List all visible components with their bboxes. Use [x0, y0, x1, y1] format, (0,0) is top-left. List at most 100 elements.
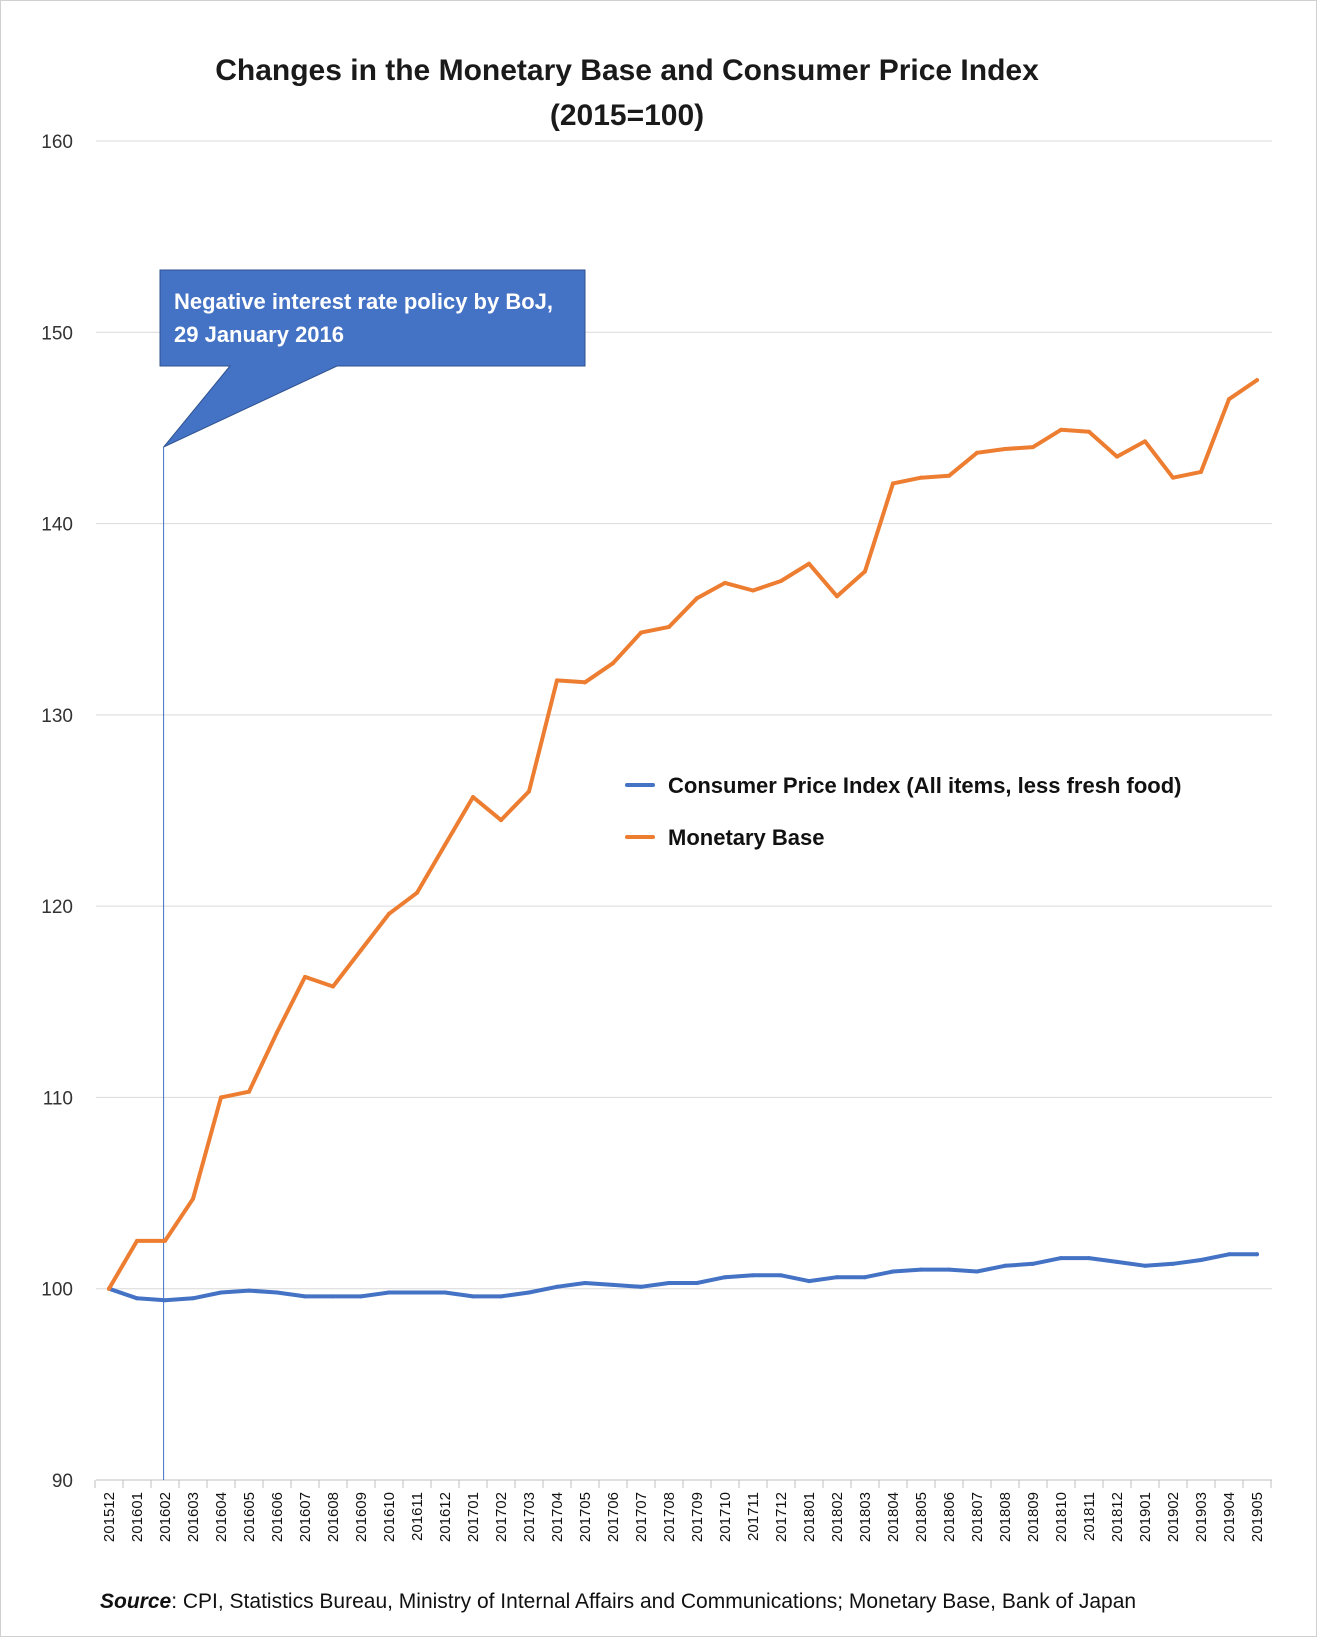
y-tick-label: 110: [43, 1088, 73, 1109]
x-tick-label: 201711: [745, 1492, 762, 1541]
x-tick-label: 201706: [605, 1492, 622, 1542]
x-tick-label: 201604: [213, 1492, 230, 1542]
x-tick-label: 201703: [521, 1492, 538, 1542]
annotation-callout-box: [159, 269, 586, 448]
data-point-consumer-price-index-all-items-less-fresh-food: [527, 1290, 531, 1295]
data-point-consumer-price-index-all-items-less-fresh-food: [1227, 1252, 1231, 1257]
legend: Consumer Price Index (All items, less fr…: [625, 773, 1181, 850]
chart-title: Changes in the Monetary Base and Consume…: [215, 54, 1039, 87]
data-point-consumer-price-index-all-items-less-fresh-food: [1115, 1259, 1119, 1264]
x-tick-label: 201606: [269, 1492, 286, 1542]
y-tick-label: 100: [41, 1280, 73, 1301]
data-point-monetary-base: [163, 1238, 167, 1243]
source-text: CPI, Statistics Bureau, Ministry of Inte…: [182, 1590, 1137, 1613]
data-point-monetary-base: [303, 974, 307, 979]
legend-label: Consumer Price Index (All items, less fr…: [668, 773, 1181, 798]
x-tick-label: 201809: [1025, 1492, 1042, 1542]
data-point-monetary-base: [723, 580, 727, 585]
data-point-monetary-base: [583, 680, 587, 685]
x-tick-label: 201710: [717, 1492, 734, 1542]
x-tick-label: 201609: [353, 1492, 370, 1542]
x-tick-label: 201807: [969, 1492, 986, 1542]
data-point-consumer-price-index-all-items-less-fresh-food: [947, 1267, 951, 1272]
data-point-monetary-base: [611, 661, 615, 666]
x-tick-label: 201802: [829, 1492, 846, 1542]
x-tick-label: 201705: [577, 1492, 594, 1542]
data-point-consumer-price-index-all-items-less-fresh-food: [303, 1294, 307, 1299]
data-point-monetary-base: [275, 1030, 279, 1035]
x-tick-label: 201601: [129, 1492, 146, 1542]
data-point-consumer-price-index-all-items-less-fresh-food: [611, 1282, 615, 1287]
x-tick-label: 201603: [185, 1492, 202, 1542]
x-tick-label: 201804: [885, 1492, 902, 1542]
x-tick-label: 201812: [1109, 1492, 1126, 1542]
data-point-monetary-base: [415, 890, 419, 895]
data-point-monetary-base: [1227, 397, 1231, 402]
x-tick-label: 201803: [857, 1492, 874, 1542]
annotation-layer: Negative interest rate policy by BoJ, 29 …: [159, 269, 586, 1480]
data-point-consumer-price-index-all-items-less-fresh-food: [891, 1269, 895, 1274]
y-tick-label: 140: [41, 515, 73, 536]
x-axis: 201512 201601 201602 201603 201604 201605 2016…: [94, 1479, 1272, 1542]
data-point-monetary-base: [639, 630, 643, 635]
series-line-consumer-price-index-all-items-less-fresh-food: [107, 1252, 1259, 1303]
data-point-monetary-base: [1003, 446, 1007, 451]
x-tick-label: 201904: [1221, 1492, 1238, 1542]
annotation-text-line: 29 January 2016: [174, 322, 344, 347]
y-tick-label: 130: [41, 706, 73, 727]
x-tick-label: 201701: [465, 1492, 482, 1542]
x-tick-label: 201808: [997, 1492, 1014, 1542]
x-tick-label: 201611: [409, 1492, 426, 1541]
x-tick-label: 201512: [101, 1492, 118, 1542]
data-point-monetary-base: [751, 588, 755, 593]
data-point-monetary-base: [555, 678, 559, 683]
data-point-consumer-price-index-all-items-less-fresh-food: [583, 1280, 587, 1285]
data-point-consumer-price-index-all-items-less-fresh-food: [443, 1290, 447, 1295]
data-point-consumer-price-index-all-items-less-fresh-food: [135, 1296, 139, 1301]
data-point-consumer-price-index-all-items-less-fresh-food: [919, 1267, 923, 1272]
data-point-consumer-price-index-all-items-less-fresh-food: [1031, 1261, 1035, 1266]
data-point-consumer-price-index-all-items-less-fresh-food: [191, 1296, 195, 1301]
data-point-monetary-base: [695, 596, 699, 601]
data-point-consumer-price-index-all-items-less-fresh-food: [1171, 1261, 1175, 1266]
x-tick-label: 201707: [633, 1492, 650, 1542]
x-tick-label: 201607: [297, 1492, 314, 1542]
source-note: Source: CPI, Statistics Bureau, Ministry…: [100, 1590, 1136, 1614]
data-point-monetary-base: [1171, 475, 1175, 480]
data-point-monetary-base: [527, 789, 531, 794]
data-point-consumer-price-index-all-items-less-fresh-food: [667, 1280, 671, 1285]
data-point-monetary-base: [1031, 445, 1035, 450]
data-point-monetary-base: [1199, 469, 1203, 474]
data-point-monetary-base: [835, 594, 839, 599]
data-point-consumer-price-index-all-items-less-fresh-food: [415, 1290, 419, 1295]
data-point-monetary-base: [807, 561, 811, 566]
data-point-consumer-price-index-all-items-less-fresh-food: [1003, 1263, 1007, 1268]
data-point-monetary-base: [1115, 454, 1119, 459]
y-tick-label: 150: [41, 323, 73, 344]
data-point-monetary-base: [471, 795, 475, 800]
data-point-consumer-price-index-all-items-less-fresh-food: [779, 1273, 783, 1278]
data-point-monetary-base: [1255, 378, 1259, 383]
data-point-monetary-base: [359, 948, 363, 953]
x-tick-label: 201610: [381, 1492, 398, 1542]
x-tick-label: 201806: [941, 1492, 958, 1542]
data-point-consumer-price-index-all-items-less-fresh-food: [1059, 1256, 1063, 1261]
data-point-consumer-price-index-all-items-less-fresh-food: [247, 1288, 251, 1293]
source-separator: :: [171, 1590, 183, 1613]
x-tick-label: 201902: [1165, 1492, 1182, 1542]
data-point-consumer-price-index-all-items-less-fresh-food: [639, 1284, 643, 1289]
x-tick-label: 201612: [437, 1492, 454, 1542]
data-point-consumer-price-index-all-items-less-fresh-food: [1143, 1263, 1147, 1268]
source-label: Source: [100, 1590, 172, 1613]
data-point-consumer-price-index-all-items-less-fresh-food: [219, 1290, 223, 1295]
data-point-monetary-base: [1059, 427, 1063, 432]
series-line-monetary-base: [107, 378, 1259, 1291]
data-point-consumer-price-index-all-items-less-fresh-food: [1087, 1256, 1091, 1261]
data-point-monetary-base: [779, 578, 783, 583]
data-point-consumer-price-index-all-items-less-fresh-food: [555, 1284, 559, 1289]
data-point-monetary-base: [975, 450, 979, 455]
data-point-consumer-price-index-all-items-less-fresh-food: [1255, 1252, 1259, 1257]
data-point-consumer-price-index-all-items-less-fresh-food: [835, 1275, 839, 1280]
x-tick-label: 201903: [1193, 1492, 1210, 1542]
